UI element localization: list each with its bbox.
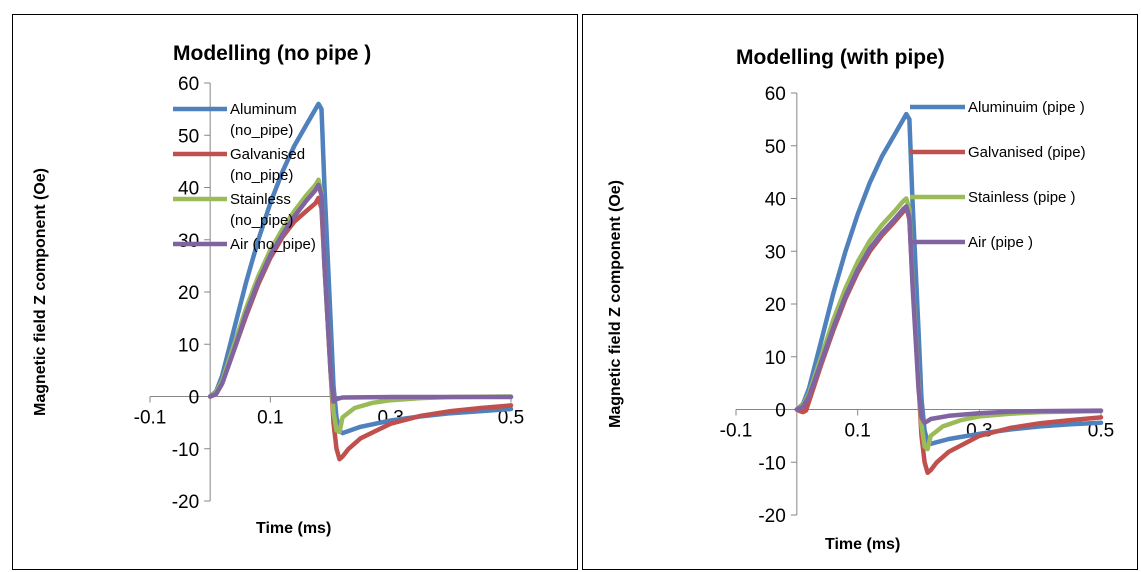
x-tick-label: 0.5 bbox=[1088, 421, 1114, 442]
chart-title: Modelling (with pipe) bbox=[736, 46, 945, 69]
y-tick-label: 0 bbox=[775, 401, 786, 422]
y-tick-label: 40 bbox=[178, 179, 199, 200]
y-tick-label: 20 bbox=[178, 283, 199, 304]
legend-label: Air (pipe ) bbox=[968, 234, 1033, 251]
chart-title: Modelling (no pipe ) bbox=[173, 42, 371, 65]
series-line-1 bbox=[794, 204, 1104, 476]
series-line-0 bbox=[794, 111, 1104, 447]
y-tick-label: -20 bbox=[172, 492, 199, 513]
y-axis-label: Magnetic field Z component (Oe) bbox=[32, 168, 49, 416]
legend-label: Aluminuim (pipe ) bbox=[968, 99, 1085, 116]
x-tick-label: 0.5 bbox=[498, 408, 524, 429]
y-tick-label: 0 bbox=[189, 388, 200, 409]
x-axis-label: Time (ms) bbox=[825, 536, 900, 553]
series-line-0 bbox=[207, 101, 514, 436]
y-tick-label: -10 bbox=[758, 453, 785, 474]
chart-panel-no-pipe: Modelling (no pipe ) -20 -10 0 10 20 30 40 50 60 -… bbox=[12, 14, 578, 570]
legend-label: (no_pipe) bbox=[230, 212, 293, 229]
legend-label: (no_pipe) bbox=[230, 167, 293, 184]
chart-with-pipe: Modelling (with pipe) -20 -10 0 10 20 30 40 50 60… bbox=[607, 46, 1114, 553]
y-tick-label: 20 bbox=[765, 295, 786, 316]
y-tick-label: 10 bbox=[765, 348, 786, 369]
y-tick-label: -10 bbox=[172, 440, 199, 461]
chart-no-pipe: Modelling (no pipe ) -20 -10 0 10 20 30 40 50 60 -… bbox=[32, 42, 524, 537]
x-tick-label: -0.1 bbox=[134, 408, 167, 429]
series-line-3 bbox=[207, 182, 514, 404]
y-tick-label: 40 bbox=[765, 190, 786, 211]
y-tick-label: 60 bbox=[178, 74, 199, 95]
chart-panel-with-pipe: Modelling (with pipe) -20 -10 0 10 20 30 40 50 60… bbox=[582, 14, 1138, 570]
y-tick-label: -20 bbox=[758, 506, 785, 527]
x-tick-label: 0.1 bbox=[844, 421, 870, 442]
x-tick-label: 0.1 bbox=[257, 408, 283, 429]
y-tick-label: 30 bbox=[178, 231, 199, 252]
y-axis-label: Magnetic field Z component (Oe) bbox=[607, 180, 624, 428]
legend-label: Stainless bbox=[230, 191, 291, 208]
series-line-3 bbox=[794, 204, 1104, 425]
y-tick-label: 10 bbox=[178, 335, 199, 356]
x-tick-label: -0.1 bbox=[720, 421, 753, 442]
legend-label: Aluminum bbox=[230, 101, 297, 118]
x-axis-label: Time (ms) bbox=[256, 520, 331, 537]
y-tick-label: 60 bbox=[765, 84, 786, 105]
legend-label: Galvanised bbox=[230, 146, 305, 163]
legend-label: (no_pipe) bbox=[230, 122, 293, 139]
legend-label: Air (no_pipe) bbox=[230, 236, 316, 253]
legend-label: Galvanised (pipe) bbox=[968, 144, 1086, 161]
legend-label: Stainless (pipe ) bbox=[968, 189, 1076, 206]
y-tick-label: 50 bbox=[765, 137, 786, 158]
y-tick-label: 50 bbox=[178, 126, 199, 147]
y-tick-label: 30 bbox=[765, 242, 786, 263]
